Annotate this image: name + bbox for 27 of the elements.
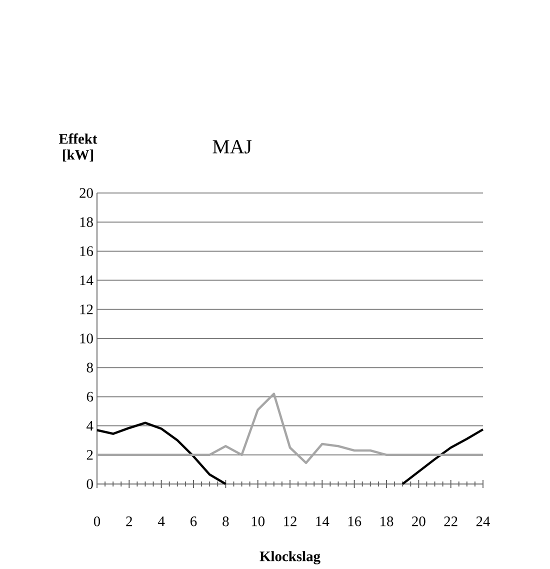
y-tick-label: 6 — [86, 392, 94, 402]
x-tick-label: 14 — [316, 516, 330, 526]
x-tick-label: 0 — [94, 516, 100, 526]
x-tick-label: 4 — [158, 516, 165, 526]
y-tick-label: 2 — [86, 450, 93, 460]
y-tick-label: 0 — [86, 479, 93, 489]
x-tick-label: 20 — [412, 516, 426, 526]
x-tick-label: 6 — [190, 516, 197, 526]
y-tick-label: 18 — [80, 217, 93, 227]
x-tick-label: 22 — [444, 516, 458, 526]
y-tick-label: 20 — [80, 188, 93, 198]
x-tick-label: 18 — [380, 516, 394, 526]
x-tick-label: 8 — [222, 516, 229, 526]
y-tick-label: 4 — [86, 421, 94, 431]
y-tick-label: 8 — [86, 362, 93, 372]
y-axis-title: Effekt [kW] — [58, 133, 98, 162]
y-tick-label: 10 — [80, 334, 93, 344]
x-tick-label: 10 — [252, 516, 265, 526]
y-tick-label: 12 — [80, 304, 93, 314]
x-axis-title: Klockslag — [260, 551, 320, 564]
x-tick-label: 24 — [476, 516, 490, 526]
x-tick-label: 2 — [126, 516, 132, 526]
y-tick-label: 14 — [80, 276, 94, 286]
chart-title: MAJ — [212, 140, 252, 154]
x-tick-label: 16 — [348, 516, 362, 526]
x-tick-label: 12 — [284, 516, 296, 526]
y-tick-label: 16 — [80, 246, 94, 256]
